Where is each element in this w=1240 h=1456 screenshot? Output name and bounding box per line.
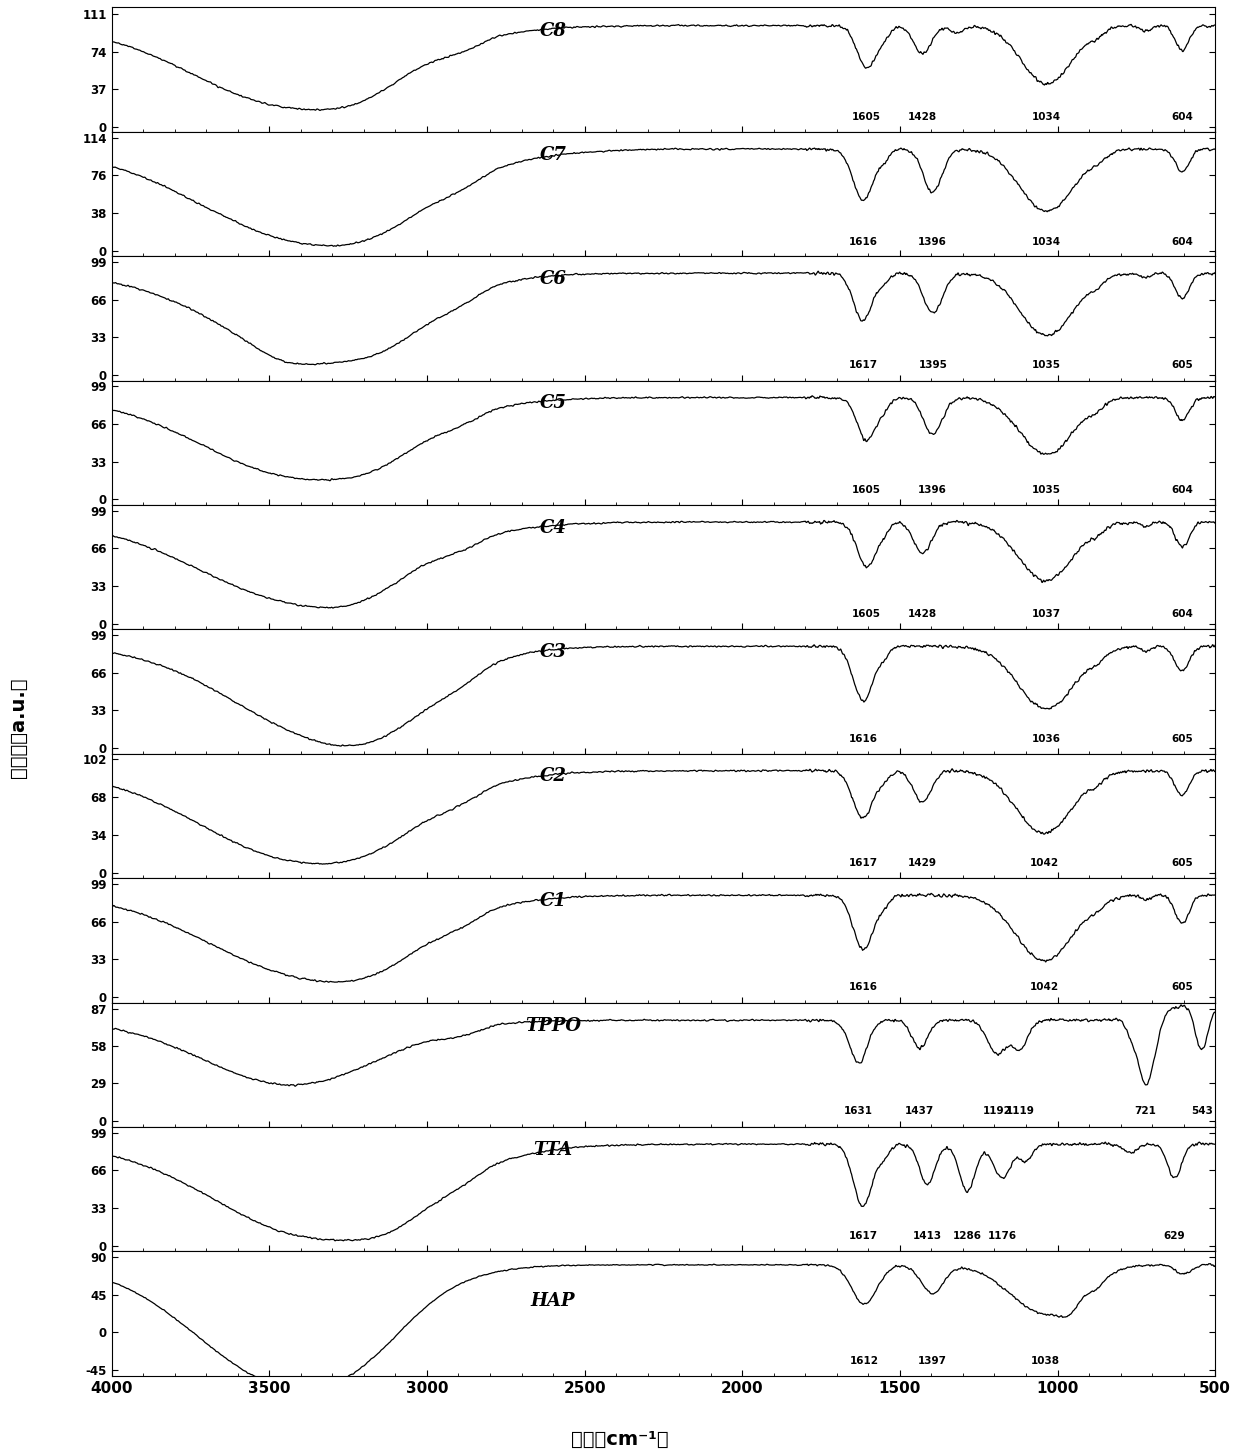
Text: 1395: 1395	[919, 360, 947, 370]
Text: 1631: 1631	[844, 1107, 873, 1117]
Text: C8: C8	[539, 22, 567, 41]
Text: 1397: 1397	[918, 1356, 947, 1366]
Text: 1605: 1605	[852, 112, 882, 122]
Text: 605: 605	[1172, 734, 1193, 744]
Text: 605: 605	[1172, 983, 1193, 993]
Text: C4: C4	[539, 518, 567, 537]
Text: 1036: 1036	[1032, 734, 1060, 744]
Text: 1413: 1413	[913, 1232, 942, 1242]
Text: 604: 604	[1172, 112, 1193, 122]
Text: C5: C5	[539, 395, 567, 412]
Text: 1396: 1396	[919, 485, 947, 495]
Text: C7: C7	[539, 146, 567, 163]
Text: C3: C3	[539, 644, 567, 661]
Text: 1037: 1037	[1032, 609, 1060, 619]
Text: 1428: 1428	[908, 609, 937, 619]
Text: TTA: TTA	[533, 1140, 573, 1159]
Text: 1617: 1617	[848, 360, 878, 370]
Text: HAP: HAP	[531, 1291, 575, 1309]
Text: 1605: 1605	[852, 609, 882, 619]
Text: 721: 721	[1135, 1107, 1157, 1117]
Text: 605: 605	[1172, 360, 1193, 370]
Text: C6: C6	[539, 269, 567, 288]
Text: 1616: 1616	[849, 237, 878, 246]
Text: 604: 604	[1172, 485, 1193, 495]
Text: 1042: 1042	[1029, 983, 1059, 993]
Text: 1035: 1035	[1032, 485, 1061, 495]
Text: 1038: 1038	[1032, 1356, 1060, 1366]
Text: 1176: 1176	[987, 1232, 1017, 1242]
Text: 1437: 1437	[905, 1107, 935, 1117]
Text: 1616: 1616	[849, 734, 878, 744]
Text: 1042: 1042	[1029, 858, 1059, 868]
Text: 1612: 1612	[851, 1356, 879, 1366]
Text: C1: C1	[539, 893, 567, 910]
Text: 1605: 1605	[852, 485, 882, 495]
Text: 1396: 1396	[919, 237, 947, 246]
Text: 1617: 1617	[848, 1232, 878, 1242]
Text: 1616: 1616	[849, 983, 878, 993]
Text: 1035: 1035	[1032, 360, 1061, 370]
Text: 1034: 1034	[1032, 112, 1061, 122]
Text: 629: 629	[1163, 1232, 1185, 1242]
Text: 1119: 1119	[1006, 1107, 1034, 1117]
Text: 604: 604	[1172, 609, 1193, 619]
Text: 1192: 1192	[982, 1107, 1012, 1117]
Text: C2: C2	[539, 767, 567, 785]
Text: 1286: 1286	[952, 1232, 982, 1242]
Text: 波数（cm⁻¹）: 波数（cm⁻¹）	[572, 1430, 668, 1449]
Text: TPPO: TPPO	[525, 1016, 582, 1035]
Text: 605: 605	[1172, 858, 1193, 868]
Text: 1617: 1617	[848, 858, 878, 868]
Text: 1034: 1034	[1032, 237, 1061, 246]
Text: 透光度（a.u.）: 透光度（a.u.）	[9, 677, 29, 779]
Text: 543: 543	[1190, 1107, 1213, 1117]
Text: 1429: 1429	[908, 858, 936, 868]
Text: 1428: 1428	[908, 112, 937, 122]
Text: 604: 604	[1172, 237, 1193, 246]
